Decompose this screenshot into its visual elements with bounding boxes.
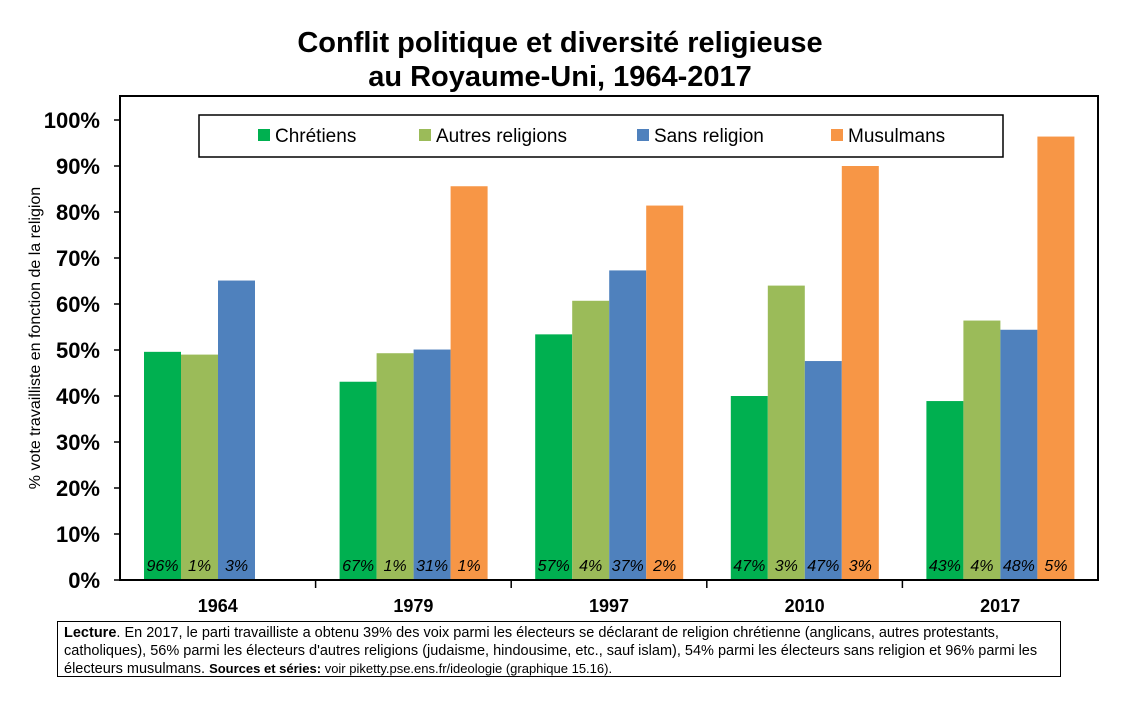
y-tick-label: 10%: [56, 522, 100, 547]
y-tick-label: 90%: [56, 154, 100, 179]
reading-note: Lecture. En 2017, le parti travailliste …: [57, 621, 1061, 677]
bar-data-label: 57%: [538, 558, 570, 575]
bar-autres-religions: [963, 320, 1001, 580]
bar-data-label: 4%: [579, 558, 602, 575]
chart-title-line1: Conflit politique et diversité religieus…: [297, 27, 823, 59]
bar-chrétiens: [926, 401, 964, 580]
bar-autres-religions: [181, 354, 218, 580]
legend-label: Musulmans: [848, 126, 945, 147]
legend-swatch: [258, 129, 270, 141]
legend-swatch: [637, 129, 649, 141]
legend-label: Chrétiens: [275, 126, 356, 147]
legend-swatch: [419, 129, 431, 141]
bar-musulmans: [450, 186, 488, 581]
x-tick-label: 1964: [198, 596, 238, 616]
x-tick-label: 2017: [980, 596, 1020, 616]
y-tick-label: 80%: [56, 200, 100, 225]
bar-data-label: 47%: [807, 558, 839, 575]
x-tick-label: 2010: [785, 596, 825, 616]
bar-data-label: 3%: [849, 558, 872, 575]
bar-autres-religions: [376, 353, 414, 580]
note-text: . En 2017, le parti travailliste a obten…: [64, 625, 1038, 677]
bar-data-label: 47%: [733, 558, 765, 575]
bar-chart: 0% 10% 20% 30% 40% 50% 60% 70% 80% 90% 100% 96% 1% 3%…: [44, 95, 1099, 616]
note-sources-text: voir piketty.pse.ens.fr/ideologie (graph…: [321, 661, 613, 676]
bar-data-label: 67%: [342, 558, 374, 575]
y-tick-label: 60%: [56, 292, 100, 317]
bar-data-label: 4%: [970, 558, 993, 575]
bar-data-label: 1%: [384, 558, 407, 575]
legend-label: Sans religion: [654, 126, 764, 147]
bar-autres-religions: [767, 285, 805, 580]
bar-data-label: 3%: [775, 558, 798, 575]
bar-autres-religions: [572, 300, 610, 580]
bar-chrétiens: [730, 396, 768, 580]
bar-data-label: 3%: [225, 558, 248, 575]
y-tick-label: 40%: [56, 384, 100, 409]
legend-swatch: [831, 129, 843, 141]
x-tick-label: 1979: [393, 596, 433, 616]
bar-data-label: 1%: [188, 558, 211, 575]
bar-sans-religion: [1000, 329, 1038, 580]
bar-data-label: 37%: [612, 558, 644, 575]
bar-musulmans: [646, 205, 684, 580]
y-tick-label: 20%: [56, 476, 100, 501]
bar-musulmans: [841, 166, 879, 580]
legend-label: Autres religions: [436, 126, 567, 147]
y-tick-label: 100%: [44, 108, 100, 133]
y-tick-label: 70%: [56, 246, 100, 271]
bar-data-label: 5%: [1044, 558, 1067, 575]
bar-data-label: 96%: [146, 558, 178, 575]
bar-data-label: 31%: [416, 558, 448, 575]
bar-data-label: 2%: [652, 558, 676, 575]
chart-title: Conflit politique et diversité religieus…: [120, 26, 1000, 94]
bar-sans-religion: [218, 280, 255, 580]
bar-chrétiens: [339, 381, 377, 580]
bar-data-label: 48%: [1003, 558, 1035, 575]
y-tick-label: 0%: [68, 568, 100, 593]
note-lead: Lecture: [64, 625, 117, 641]
y-tick-label: 30%: [56, 430, 100, 455]
bar-sans-religion: [609, 270, 647, 580]
chart-title-line2: au Royaume-Uni, 1964-2017: [368, 61, 752, 93]
bar-data-label: 1%: [458, 558, 481, 575]
bar-data-label: 43%: [929, 558, 961, 575]
note-sources-label: Sources et séries:: [209, 661, 322, 676]
bar-musulmans: [1037, 136, 1075, 580]
bar-chrétiens: [144, 351, 181, 580]
bar-chrétiens: [535, 334, 573, 580]
y-tick-label: 50%: [56, 338, 100, 363]
bar-sans-religion: [413, 349, 451, 580]
legend-box: [198, 114, 1004, 158]
x-tick-label: 1997: [589, 596, 629, 616]
bar-sans-religion: [804, 361, 842, 580]
